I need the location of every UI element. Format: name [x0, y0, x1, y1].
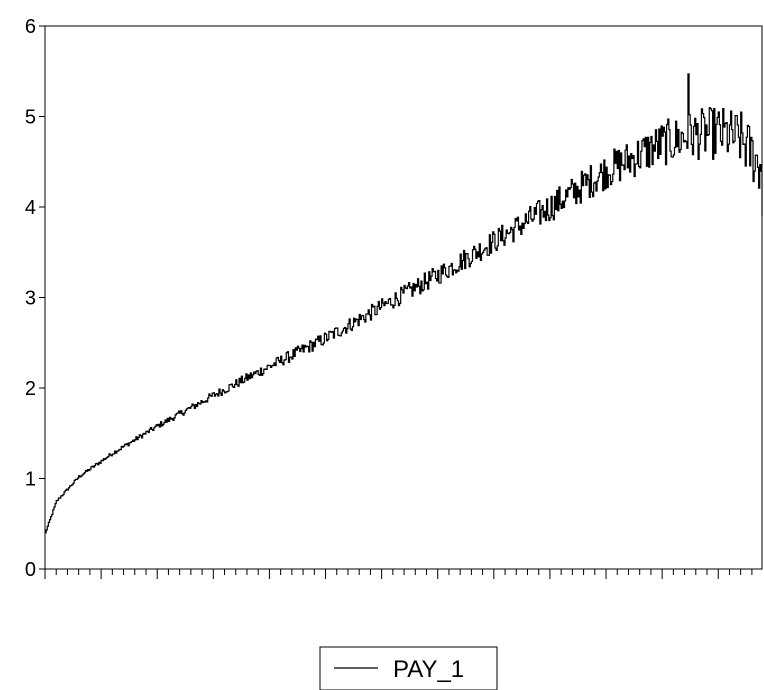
x-axis [44, 569, 753, 579]
legend-label: PAY_1 [393, 656, 464, 683]
plot-frame [44, 25, 763, 570]
y-tick-label: 6 [25, 16, 36, 38]
series-line-pay-1 [45, 73, 763, 534]
y-tick-label: 3 [25, 288, 36, 310]
y-tick-label: 0 [25, 559, 36, 581]
y-axis: 0 1 2 3 4 5 6 [25, 16, 45, 581]
y-tick-label: 2 [25, 378, 36, 400]
y-tick-label: 4 [25, 197, 36, 219]
legend: PAY_1 [319, 646, 498, 690]
y-tick-label: 5 [25, 107, 36, 129]
y-tick-label: 1 [25, 469, 36, 491]
